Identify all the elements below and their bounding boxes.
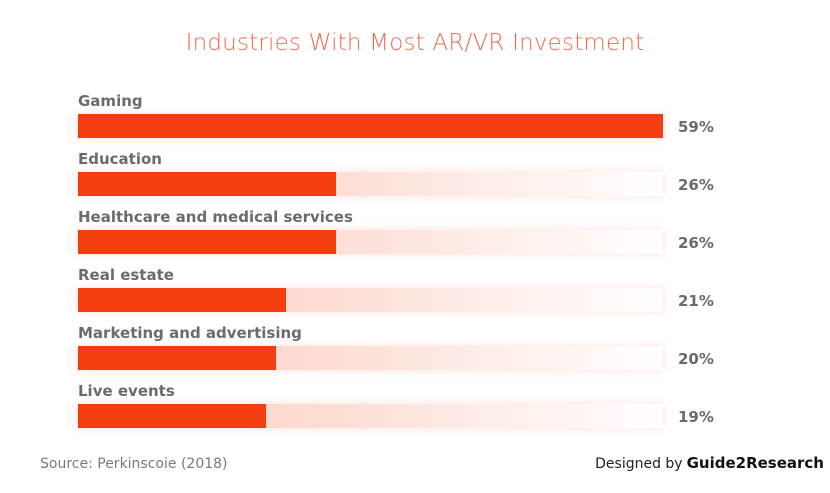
category-label: Education: [78, 150, 162, 168]
value-label: 59%: [678, 118, 714, 136]
bar-track: [78, 172, 663, 196]
category-label: Gaming: [78, 92, 143, 110]
chart-title: Industries With Most AR/VR Investment: [185, 30, 645, 56]
source-note: Source: Perkinscoie (2018): [40, 456, 228, 472]
bar-track: [78, 346, 663, 370]
designer-credit: Designed by Guide2Research: [595, 454, 824, 472]
designed-by-text: Designed by: [595, 456, 683, 472]
bar: [78, 172, 336, 196]
category-label: Live events: [78, 382, 175, 400]
bar: [78, 346, 276, 370]
bar-track: [78, 114, 663, 138]
category-label: Healthcare and medical services: [78, 208, 353, 226]
bar: [78, 404, 266, 428]
category-label: Real estate: [78, 266, 174, 284]
bar-track: [78, 230, 663, 254]
value-label: 26%: [678, 234, 714, 252]
bar: [78, 230, 336, 254]
bar: [78, 288, 286, 312]
value-label: 19%: [678, 408, 714, 426]
bar-track: [78, 288, 663, 312]
value-label: 26%: [678, 176, 714, 194]
bar-track: [78, 404, 663, 428]
value-label: 20%: [678, 350, 714, 368]
brand-logo: Guide2Research: [686, 454, 824, 472]
category-label: Marketing and advertising: [78, 324, 302, 342]
bar: [78, 114, 663, 138]
value-label: 21%: [678, 292, 714, 310]
